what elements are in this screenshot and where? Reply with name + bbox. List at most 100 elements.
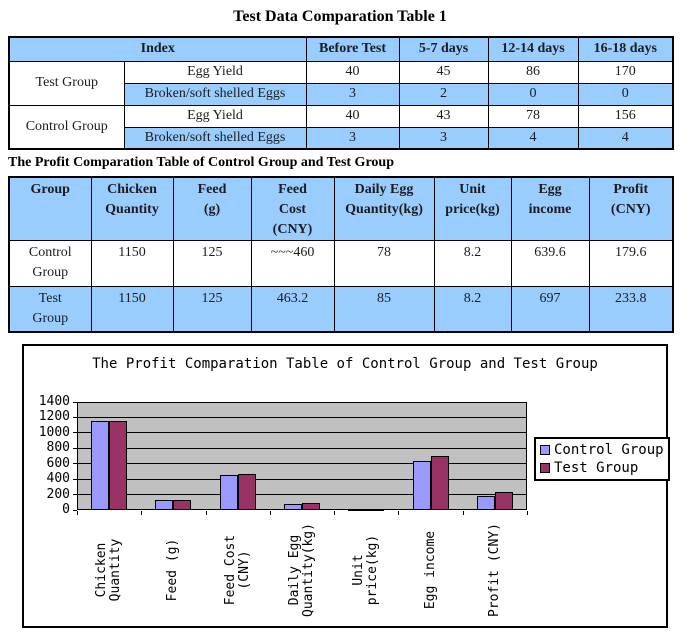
table1-cell: 156 <box>577 104 674 128</box>
y-axis-tick <box>73 432 77 434</box>
table1-cell: 3 <box>305 82 400 106</box>
table2-header-group: Group <box>8 176 92 241</box>
table-row: Broken/soft shelled Eggs 3 2 0 0 <box>9 82 674 106</box>
x-axis-tick <box>334 511 336 515</box>
table2-header-egg-income: Egg income <box>510 176 590 241</box>
profit-table-title: The Profit Comparation Table of Control … <box>8 155 394 170</box>
gridline <box>78 447 526 449</box>
table2-group-name: Test Group <box>8 286 92 332</box>
table2-header-profit: Profit (CNY) <box>588 176 674 241</box>
table-row: Test Group Egg Yield 40 45 86 170 <box>8 60 674 106</box>
table1-group-name: Control Group <box>8 104 125 150</box>
x-axis-tick <box>527 511 528 515</box>
y-axis-tick-label: 800 <box>46 440 70 456</box>
y-axis-tick <box>73 416 77 418</box>
y-axis-tick-label: 0 <box>62 502 70 517</box>
table-row: Test Group 1150 125 463.2 85 8.2 697 233… <box>8 286 674 332</box>
y-axis-tick <box>73 478 77 480</box>
table2-cell: 233.8 <box>588 286 674 332</box>
chart-title: The Profit Comparation Table of Control … <box>92 356 598 372</box>
x-axis-category-label: Daily Egg Quantity(kg) <box>287 523 316 617</box>
table2-header-daily-egg-quantity: Daily Egg Quantity(kg) <box>333 176 435 241</box>
table1-cell: 3 <box>305 126 400 150</box>
table2-group-name: Control Group <box>8 240 92 287</box>
profit-comparation-table: Group Chicken Quantity Feed (g) Feed Cos… <box>8 176 674 333</box>
gridline <box>78 463 526 465</box>
table2-header-feed-cost: Feed Cost (CNY) <box>250 176 335 241</box>
table1-row-label: Egg Yield <box>123 104 307 128</box>
table1-cell: 2 <box>398 82 489 106</box>
y-axis-tick <box>73 509 77 511</box>
x-axis-tick <box>205 511 207 515</box>
legend-item-control-group: Control Group <box>540 442 664 458</box>
table2-header-row: Group Chicken Quantity Feed (g) Feed Cos… <box>8 176 674 241</box>
y-axis-tick-label: 600 <box>46 455 70 471</box>
table-row: Control Group Egg Yield 40 43 78 156 <box>8 104 674 150</box>
y-axis-tick <box>73 463 77 465</box>
table1-cell: 40 <box>305 60 400 84</box>
table2-cell: 78 <box>333 240 435 287</box>
table1-header-5-7-days: 5-7 days <box>398 36 489 62</box>
x-axis-tick <box>269 511 271 515</box>
gridline <box>78 478 526 480</box>
x-axis-tick <box>77 511 78 515</box>
table1-cell: 4 <box>577 126 674 150</box>
bar-test-group <box>366 509 385 511</box>
table2-cell: 463.2 <box>250 286 335 332</box>
table2-cell: 179.6 <box>588 240 674 287</box>
bar-test-group <box>430 456 449 510</box>
table1-cell: 4 <box>487 126 579 150</box>
x-axis-tick <box>462 511 464 515</box>
y-axis-tick <box>73 401 77 403</box>
y-axis-tick <box>73 447 77 449</box>
x-axis-category-label: Chicken Quantity <box>94 538 124 602</box>
legend-label-control-group: Control Group <box>554 442 664 458</box>
legend-item-test-group: Test Group <box>540 460 664 476</box>
y-axis-tick-label: 200 <box>46 486 70 502</box>
table2-cell: 8.2 <box>433 286 512 332</box>
bar-control-group <box>348 509 367 511</box>
table2-cell: 1150 <box>90 286 174 332</box>
table2-header-unit-price: Unit price(kg) <box>433 176 512 241</box>
table-row: Control Group 1150 125 ~~~460 78 8.2 639… <box>8 240 674 287</box>
gridline <box>78 432 526 434</box>
test-data-table: Index Before Test 5-7 days 12-14 days 16… <box>8 36 675 150</box>
x-axis-category-label: Profit (CNY) <box>486 523 502 617</box>
table2-cell: 125 <box>172 286 252 332</box>
y-axis-tick-label: 400 <box>46 471 70 487</box>
table1-header-index: Index <box>8 36 307 62</box>
table2-header-feed: Feed (g) <box>172 176 252 241</box>
x-axis-category-label: Egg income <box>422 530 438 610</box>
bar-control-group <box>284 503 302 510</box>
table1-cell: 45 <box>398 60 489 84</box>
profit-comparation-chart: The Profit Comparation Table of Control … <box>22 344 670 628</box>
table1-cell: 40 <box>305 104 400 128</box>
table2-header-chicken-quantity: Chicken Quantity <box>90 176 174 241</box>
table1-cell: 78 <box>487 104 579 128</box>
chart-plot-area <box>77 402 527 510</box>
table1-cell: 3 <box>398 126 489 150</box>
table1-cell: 0 <box>577 82 674 106</box>
table2-cell: ~~~460 <box>250 240 335 287</box>
table2-cell: 125 <box>172 240 252 287</box>
bar-test-group <box>109 421 128 510</box>
table2-cell: 639.6 <box>510 240 590 287</box>
chart-legend: Control Group Test Group <box>534 437 670 481</box>
y-axis-tick <box>73 494 77 496</box>
bar-control-group <box>412 460 431 510</box>
table2-cell: 8.2 <box>433 240 512 287</box>
bar-test-group <box>173 500 192 510</box>
bar-test-group <box>237 474 256 510</box>
y-axis-tick-label: 1000 <box>38 424 70 440</box>
x-axis-category-label: Feed Cost (CNY) <box>222 534 252 606</box>
table1-row-label: Egg Yield <box>123 60 307 84</box>
y-axis-tick-label: 1200 <box>38 409 70 425</box>
bar-control-group <box>91 421 110 510</box>
table1-header-12-14-days: 12-14 days <box>487 36 579 62</box>
table1-cell: 43 <box>398 104 489 128</box>
table1-cell: 0 <box>487 82 579 106</box>
table2-cell: 85 <box>333 286 435 332</box>
x-axis-category-label: Unit price(kg) <box>351 534 381 606</box>
x-axis-tick <box>141 511 143 515</box>
x-axis-category-label: Feed (g) <box>165 538 181 602</box>
